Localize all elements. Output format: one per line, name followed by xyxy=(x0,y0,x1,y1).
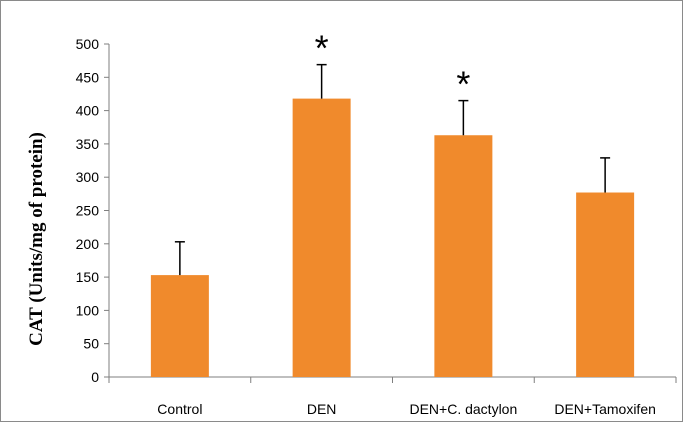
significance-star: * xyxy=(456,64,470,105)
y-tick-label: 100 xyxy=(76,302,100,318)
y-tick-label: 400 xyxy=(76,103,100,119)
significance-star: * xyxy=(315,28,329,69)
bar xyxy=(292,98,351,377)
y-tick-label: 450 xyxy=(76,69,100,85)
y-tick-label: 150 xyxy=(76,269,100,285)
x-category-label: DEN+Tamoxifen xyxy=(554,401,656,417)
y-tick-label: 250 xyxy=(76,203,100,219)
bar xyxy=(434,135,493,377)
bar xyxy=(150,275,209,377)
bar xyxy=(576,192,635,377)
y-tick-label: 350 xyxy=(76,136,100,152)
y-tick-label: 0 xyxy=(91,369,99,385)
y-tick-label: 500 xyxy=(76,36,100,52)
y-tick-label: 50 xyxy=(83,336,99,352)
y-tick-label: 200 xyxy=(76,236,100,252)
y-axis-title: CAT (Units/mg of protein) xyxy=(26,132,47,346)
x-category-label: Control xyxy=(157,401,202,417)
y-tick-label: 300 xyxy=(76,169,100,185)
x-category-label: DEN xyxy=(307,401,337,417)
x-category-label: DEN+C. dactylon xyxy=(409,401,517,417)
